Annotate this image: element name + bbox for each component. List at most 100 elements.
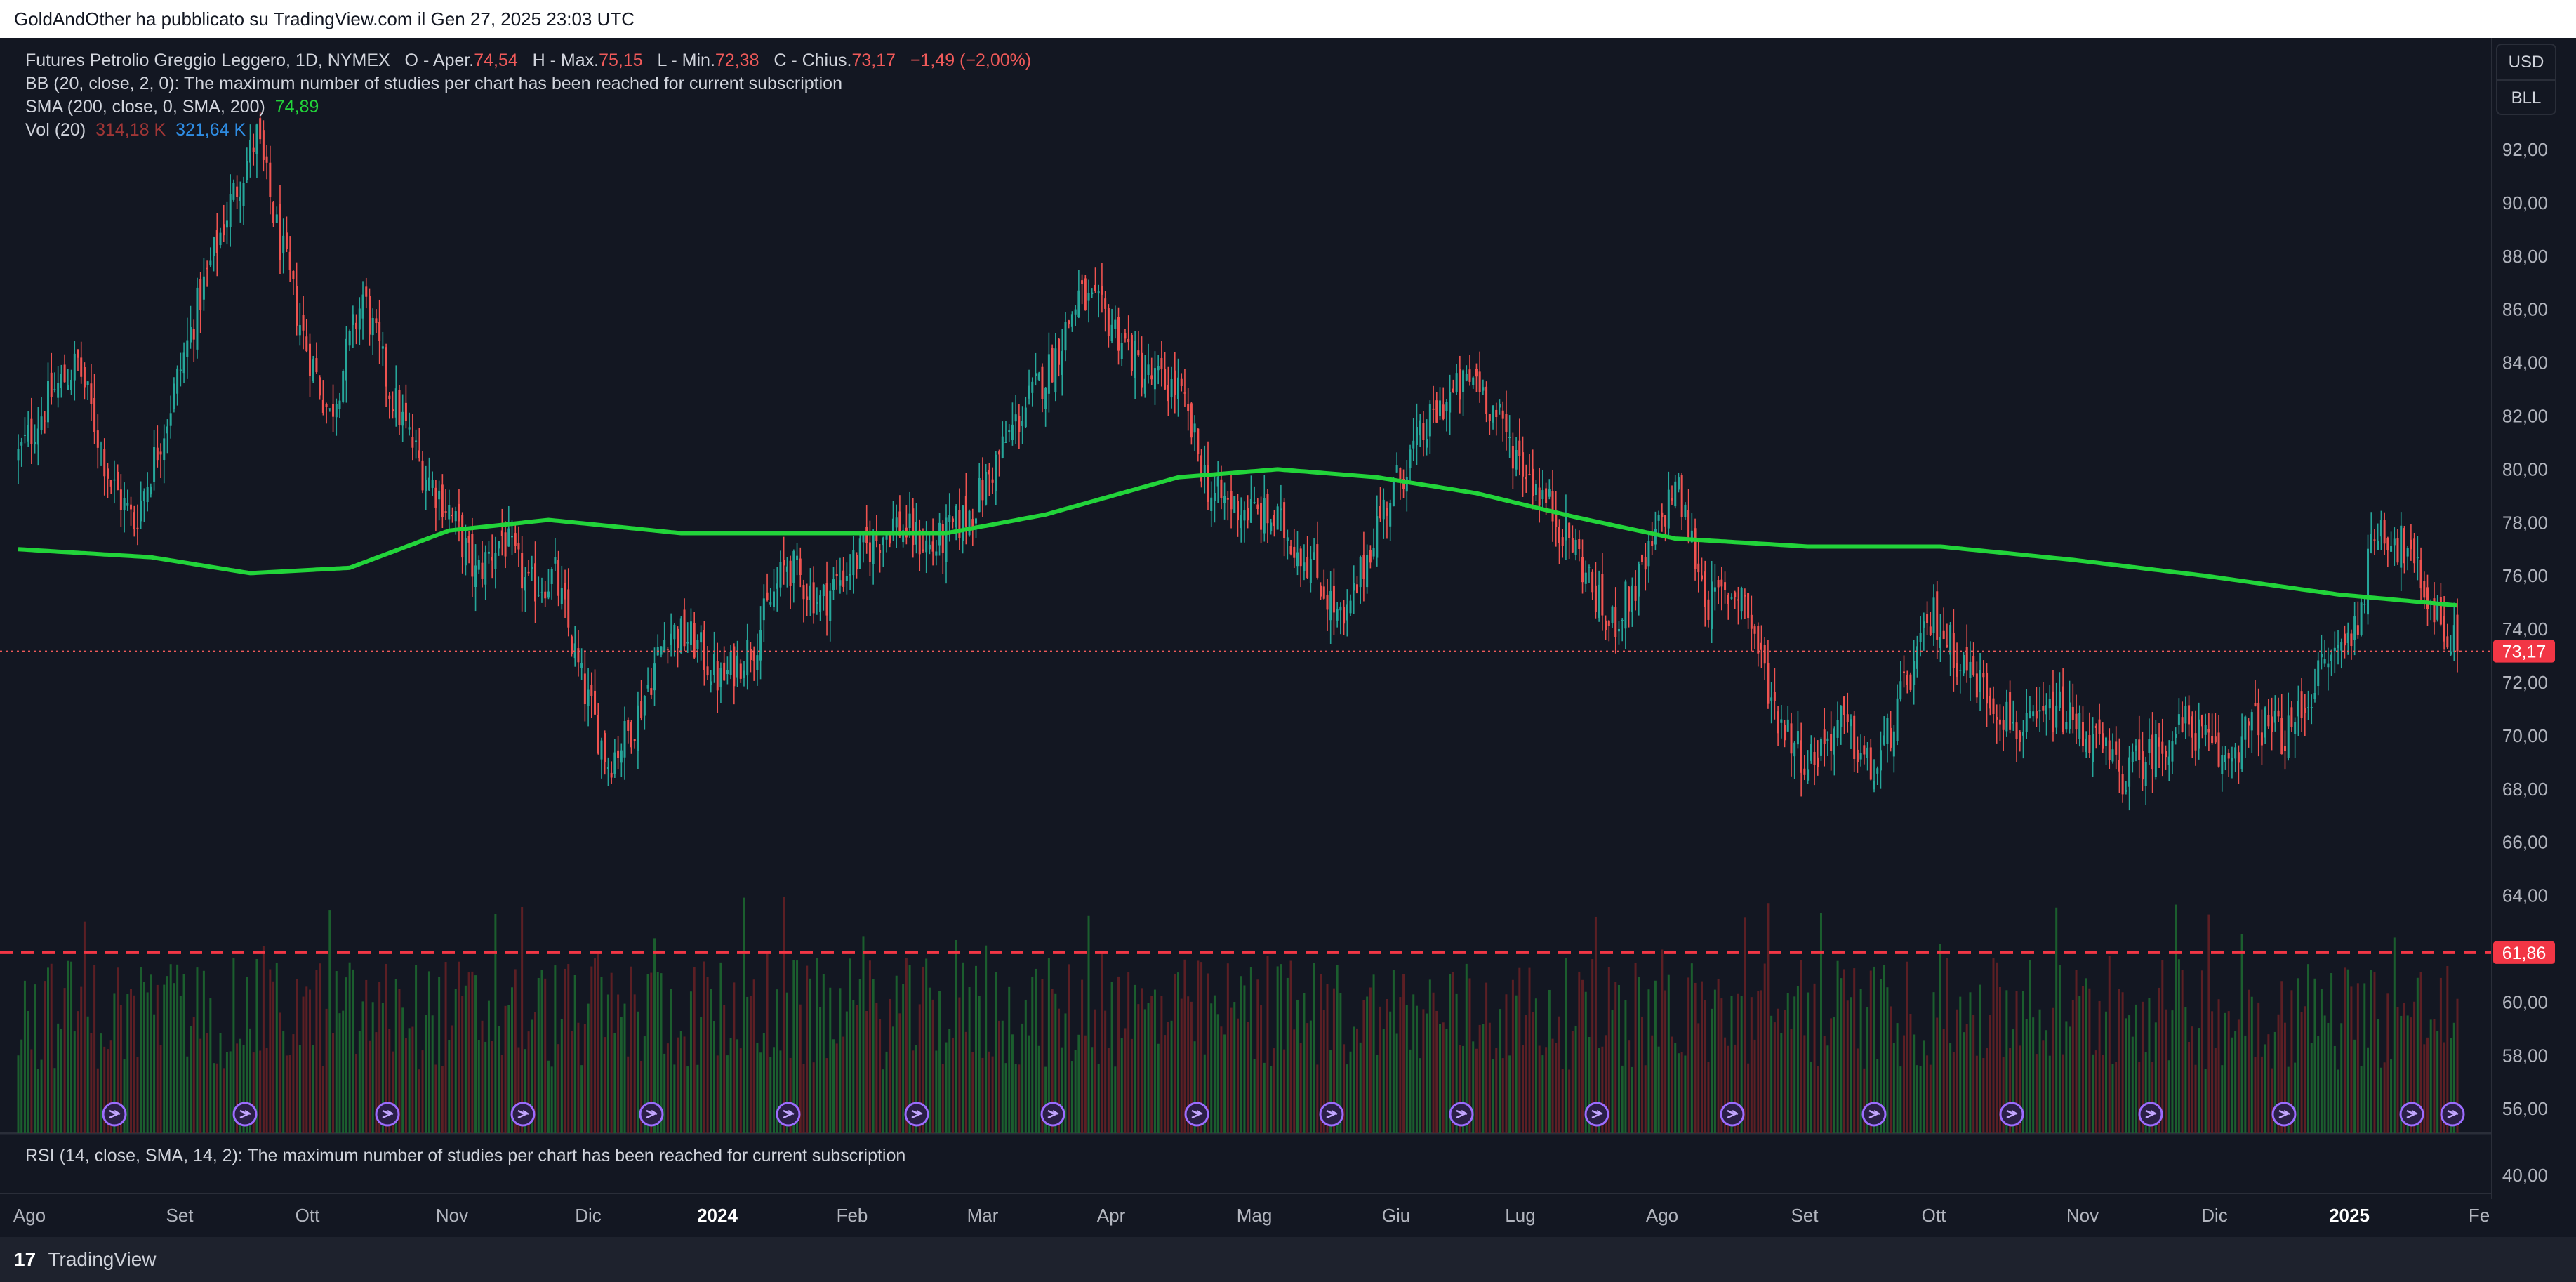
- volume-bar: [1677, 1053, 1680, 1133]
- volume-bar: [2171, 1010, 2174, 1133]
- candle: [1522, 436, 1525, 497]
- volume-bar: [822, 974, 825, 1133]
- volume-bar: [1866, 1007, 1869, 1133]
- candle: [1969, 641, 1972, 701]
- brand-name[interactable]: TradingView: [48, 1248, 157, 1270]
- candle: [1952, 609, 1955, 692]
- candle: [1054, 333, 1057, 402]
- volume-bar: [640, 1060, 643, 1133]
- currency-label[interactable]: USD: [2497, 45, 2555, 81]
- vol-row[interactable]: Vol (20) 314,18 K 321,64 K: [25, 119, 1031, 142]
- sma-value: 74,89: [274, 97, 319, 117]
- candle: [491, 534, 493, 579]
- candle: [190, 305, 192, 349]
- rollover-event-icon[interactable]: [904, 1102, 929, 1127]
- rollover-event-icon[interactable]: [1184, 1102, 1209, 1127]
- volume-bar: [2423, 1044, 2426, 1133]
- rollover-event-icon[interactable]: [1319, 1102, 1344, 1127]
- volume-bar: [2098, 1000, 2101, 1133]
- volume-bar: [259, 1050, 262, 1133]
- volume-bar: [898, 1013, 901, 1133]
- candle: [1422, 411, 1425, 457]
- rsi-text[interactable]: RSI (14, close, SMA, 14, 2): The maximum…: [25, 1146, 906, 1165]
- candle: [1058, 338, 1061, 377]
- candle: [2184, 696, 2187, 739]
- volume-bar: [1538, 1045, 1541, 1133]
- candle: [1130, 333, 1133, 376]
- alert-price-badge[interactable]: [2493, 941, 2555, 964]
- rollover-event-icon[interactable]: [1861, 1102, 1887, 1127]
- rollover-event-icon[interactable]: [2399, 1102, 2424, 1127]
- candle: [802, 579, 805, 623]
- candle: [749, 642, 752, 673]
- rollover-event-icon[interactable]: [375, 1102, 400, 1127]
- rollover-event-icon[interactable]: [2271, 1102, 2297, 1127]
- volume-bar: [792, 960, 795, 1133]
- rollover-event-icon[interactable]: [232, 1102, 258, 1127]
- volume-bar: [2102, 1055, 2104, 1133]
- volume-bar: [1515, 995, 1518, 1133]
- volume-bar: [1426, 1013, 1428, 1133]
- volume-bar: [500, 1055, 503, 1133]
- candle: [103, 438, 106, 496]
- rollover-event-icon[interactable]: [1040, 1102, 1065, 1127]
- candle: [1561, 529, 1564, 558]
- price-chart[interactable]: 92,0090,0088,0086,0084,0082,0080,0078,00…: [0, 38, 2576, 1237]
- volume-bar: [1522, 1045, 1525, 1133]
- volume-bar: [2048, 1055, 2051, 1133]
- volume-bar: [1177, 972, 1180, 1133]
- volume-bar: [1607, 967, 1610, 1133]
- candle: [779, 550, 782, 597]
- volume-bar: [2330, 972, 2333, 1133]
- rollover-event-icon[interactable]: [639, 1102, 664, 1127]
- currency-unit-box[interactable]: USD BLL: [2496, 44, 2556, 115]
- rollover-event-icon[interactable]: [1720, 1102, 1745, 1127]
- candle: [1588, 564, 1591, 583]
- candle: [1101, 263, 1103, 313]
- candle: [627, 717, 630, 744]
- volume-bar: [2148, 998, 2151, 1133]
- volume-bar: [2452, 1022, 2455, 1133]
- volume-bar: [2436, 1031, 2439, 1133]
- rollover-event-icon[interactable]: [510, 1102, 536, 1127]
- candle: [2021, 720, 2024, 759]
- candle: [411, 414, 414, 461]
- volume-bar: [1084, 1035, 1087, 1133]
- rollover-event-icon[interactable]: [1584, 1102, 1609, 1127]
- candle: [2098, 703, 2101, 745]
- rollover-event-icon[interactable]: [776, 1102, 801, 1127]
- rollover-event-icon[interactable]: [1999, 1102, 2024, 1127]
- volume-bar: [617, 994, 620, 1133]
- candle: [2264, 706, 2266, 744]
- candle: [1913, 640, 1916, 705]
- volume-bar: [637, 1011, 639, 1133]
- volume-bar: [2111, 1064, 2114, 1133]
- flash-event-icon[interactable]: [2440, 1102, 2465, 1127]
- volume-bar: [1107, 1048, 1110, 1133]
- rollover-event-icon[interactable]: [2138, 1102, 2163, 1127]
- rollover-event-icon[interactable]: [102, 1102, 127, 1127]
- time-tick-label: Set: [166, 1205, 194, 1226]
- candle: [1574, 528, 1577, 561]
- volume-bar: [677, 1037, 679, 1133]
- candle: [504, 521, 507, 569]
- candle: [1717, 576, 1720, 604]
- volume-bar: [713, 1020, 716, 1133]
- volume-bar: [2327, 1022, 2330, 1133]
- candle: [580, 648, 583, 680]
- volume-bar: [298, 1045, 301, 1133]
- bb-row[interactable]: BB (20, close, 2, 0): The maximum number…: [25, 72, 1031, 95]
- rollover-event-icon[interactable]: [1449, 1102, 1474, 1127]
- volume-bar: [335, 971, 338, 1133]
- volume-bar: [650, 972, 653, 1133]
- candle: [1475, 363, 1478, 392]
- tradingview-logo-icon[interactable]: 17: [14, 1248, 36, 1270]
- volume-bar: [547, 1060, 550, 1133]
- candle: [471, 517, 474, 597]
- sma-row[interactable]: SMA (200, close, 0, SMA, 200) 74,89: [25, 95, 1031, 119]
- candle: [1153, 351, 1156, 405]
- unit-label[interactable]: BLL: [2511, 88, 2542, 107]
- candle: [696, 634, 699, 663]
- candle: [199, 272, 202, 333]
- candle: [1068, 319, 1070, 329]
